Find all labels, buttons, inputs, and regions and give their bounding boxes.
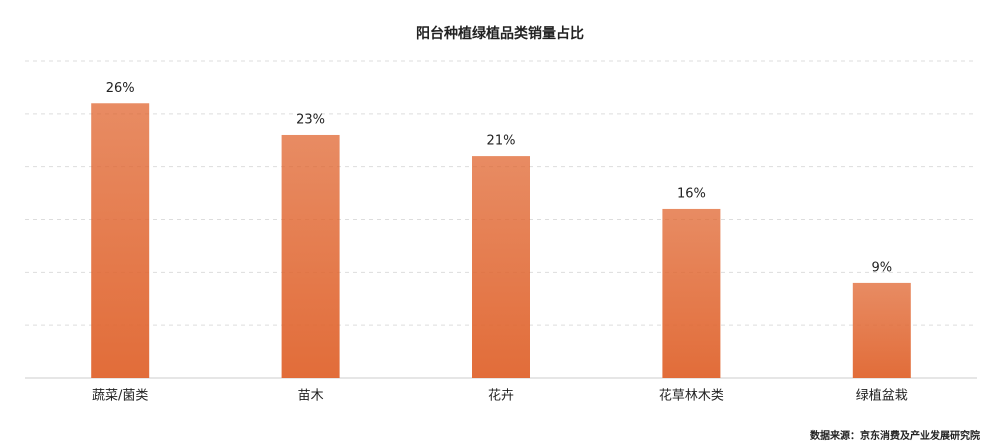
- bar: [91, 103, 150, 379]
- x-tick-label: 苗木: [298, 389, 324, 404]
- data-label: 23%: [296, 112, 325, 127]
- data-label: 16%: [677, 186, 706, 201]
- x-tick-label: 花草林木类: [659, 388, 724, 404]
- x-tick-label: 绿植盆栽: [856, 388, 908, 404]
- bar: [472, 156, 530, 378]
- data-label: 9%: [871, 260, 892, 275]
- chart-title: 阳台种植绿植品类销量占比: [416, 25, 584, 42]
- bar: [662, 208, 721, 378]
- data-label: 21%: [487, 134, 516, 149]
- bar: [281, 134, 340, 378]
- x-tick-label: 蔬菜/菌类: [92, 389, 148, 404]
- data-label: 26%: [106, 81, 135, 96]
- source-note: 数据来源：京东消费及产业发展研究院: [810, 429, 980, 442]
- x-tick-label: 花卉: [488, 388, 514, 404]
- bar: [852, 282, 911, 378]
